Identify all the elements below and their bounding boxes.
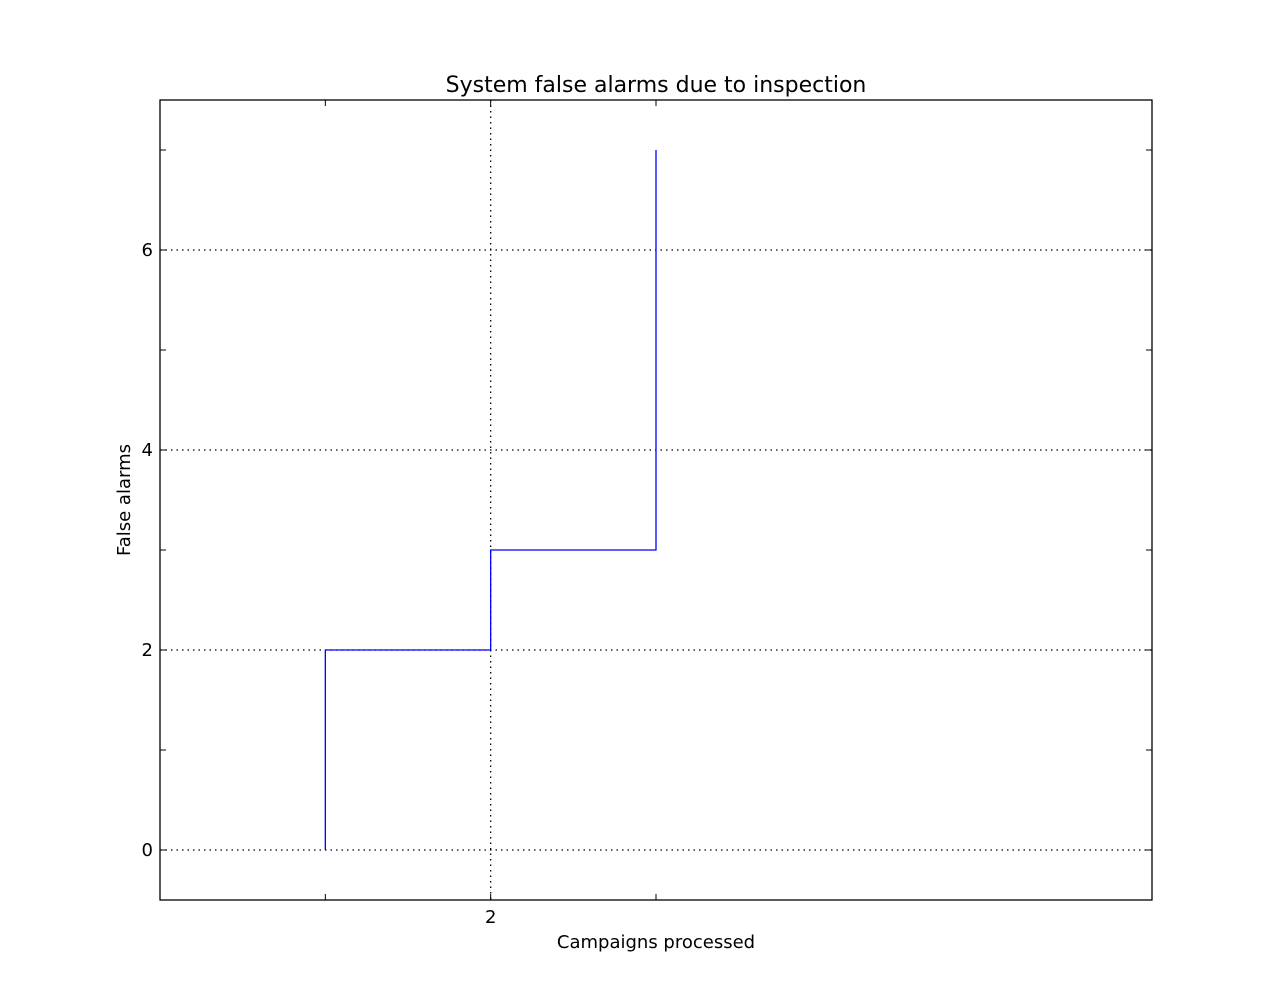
- series-line: [324, 150, 657, 850]
- series: [324, 150, 657, 850]
- chart-title: System false alarms due to inspection: [446, 73, 867, 98]
- y-tick-label: 2: [142, 640, 153, 661]
- y-tick-label: 6: [142, 240, 153, 261]
- y-axis-label: False alarms: [114, 444, 135, 556]
- y-tick-label: 0: [142, 840, 153, 861]
- y-tick-label: 4: [142, 440, 153, 461]
- axis-ticks: 2 0 2 4 6: [142, 100, 1152, 928]
- x-axis-label: Campaigns processed: [557, 932, 755, 953]
- x-tick-label: 2: [485, 907, 496, 928]
